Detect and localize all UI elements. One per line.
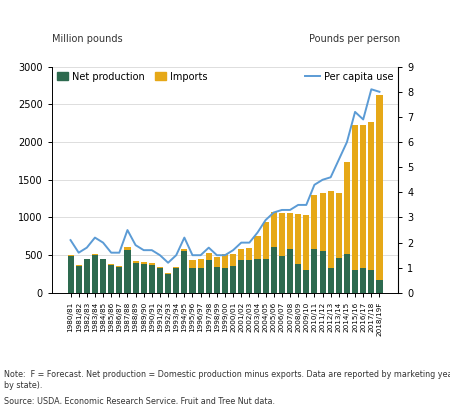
Bar — [141, 262, 147, 264]
Bar — [149, 265, 155, 293]
Bar — [238, 249, 244, 261]
Bar — [238, 261, 244, 293]
Bar — [279, 213, 285, 256]
Bar — [149, 263, 155, 265]
Bar — [214, 257, 220, 267]
Bar — [360, 268, 366, 293]
Bar — [376, 280, 382, 293]
Bar — [295, 264, 301, 293]
Bar — [287, 249, 293, 293]
Bar — [173, 267, 179, 268]
Bar — [68, 255, 74, 256]
Bar — [311, 249, 317, 293]
Bar — [108, 265, 114, 293]
Bar — [157, 267, 163, 268]
Bar — [271, 212, 277, 246]
Bar — [189, 260, 196, 268]
Bar — [344, 255, 350, 293]
Bar — [76, 266, 82, 293]
Text: Note:  F = Forecast. Net production = Domestic production minus exports. Data ar: Note: F = Forecast. Net production = Dom… — [4, 370, 450, 390]
Bar — [279, 256, 285, 293]
Bar — [181, 250, 187, 293]
Bar — [376, 95, 382, 280]
Bar — [133, 263, 139, 293]
Bar — [295, 215, 301, 264]
Bar — [124, 247, 130, 250]
Bar — [157, 268, 163, 293]
Text: Pounds per person: Pounds per person — [309, 34, 400, 44]
Bar — [328, 268, 334, 293]
Bar — [320, 251, 326, 293]
Bar — [328, 191, 334, 268]
Bar — [214, 267, 220, 293]
Bar — [230, 255, 236, 266]
Bar — [198, 259, 204, 267]
Bar — [336, 194, 342, 258]
Bar — [76, 265, 82, 266]
Bar — [344, 162, 350, 255]
Bar — [254, 259, 261, 293]
Bar — [368, 269, 374, 293]
Bar — [116, 266, 122, 267]
Legend: Per capita use: Per capita use — [306, 72, 393, 82]
Bar — [189, 268, 196, 293]
Bar — [124, 250, 130, 293]
Bar — [320, 193, 326, 251]
Bar — [84, 259, 90, 293]
Bar — [368, 122, 374, 269]
Bar — [263, 259, 269, 293]
Bar — [311, 195, 317, 249]
Bar — [222, 268, 228, 293]
Bar — [271, 246, 277, 293]
Bar — [198, 267, 204, 293]
Bar — [181, 249, 187, 250]
Bar — [287, 213, 293, 249]
Bar — [100, 259, 106, 293]
Bar — [173, 268, 179, 293]
Bar — [246, 248, 252, 260]
Bar — [165, 273, 171, 274]
Bar — [92, 255, 98, 293]
Bar — [360, 125, 366, 268]
Text: Million pounds: Million pounds — [52, 34, 122, 44]
Bar — [254, 236, 261, 259]
Bar — [336, 258, 342, 293]
Bar — [263, 222, 269, 259]
Bar — [352, 125, 358, 270]
Bar — [222, 254, 228, 268]
Bar — [165, 274, 171, 293]
Bar — [108, 264, 114, 265]
Bar — [303, 215, 309, 269]
Bar — [68, 256, 74, 293]
Bar — [206, 253, 212, 261]
Bar — [133, 261, 139, 263]
Bar — [206, 261, 212, 293]
Bar — [116, 267, 122, 293]
Bar — [352, 270, 358, 293]
Bar — [141, 264, 147, 293]
Bar — [303, 269, 309, 293]
Text: Source: USDA, Economic Research Service, Fruit and Tree Nut data.: Source: USDA, Economic Research Service,… — [4, 397, 275, 404]
Bar — [92, 254, 98, 255]
Text: U.S. avocado net production, imports, and per capita use: U.S. avocado net production, imports, an… — [5, 11, 386, 24]
Bar — [246, 260, 252, 293]
Bar — [230, 266, 236, 293]
